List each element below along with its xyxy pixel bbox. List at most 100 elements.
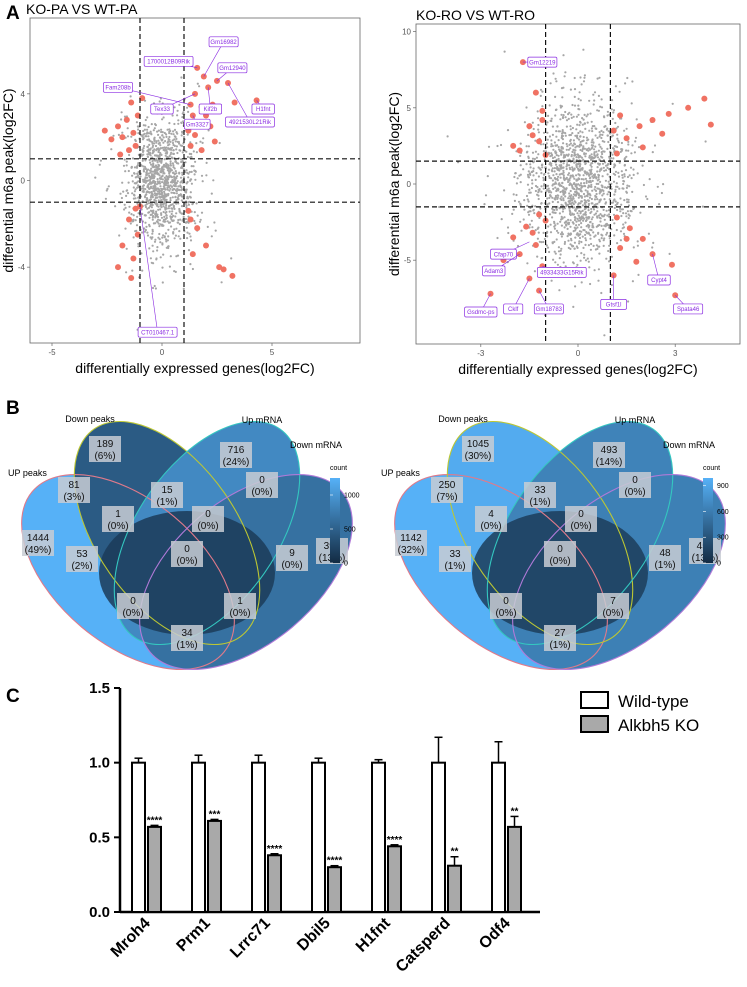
grey-point [613, 145, 616, 148]
grey-point [555, 80, 558, 83]
grey-point [537, 197, 540, 201]
grey-point [560, 235, 564, 238]
venn-percent: (0%) [549, 556, 570, 567]
highlighted-point [187, 142, 194, 149]
grey-point [120, 196, 123, 200]
venn-count: 33 [449, 549, 461, 560]
grey-point [170, 212, 173, 216]
grey-point [149, 154, 152, 157]
grey-point [173, 179, 176, 182]
grey-point [567, 113, 570, 116]
grey-point [549, 231, 553, 234]
grey-point [559, 233, 563, 236]
grey-point [144, 229, 147, 232]
highlighted-point [529, 132, 536, 139]
category-label: Catsperd [393, 915, 454, 976]
grey-point [589, 170, 593, 173]
grey-point [598, 158, 601, 161]
grey-point [608, 237, 611, 240]
grey-point [578, 164, 582, 167]
grey-point [182, 135, 186, 139]
grey-point [586, 148, 589, 151]
grey-point [570, 153, 573, 157]
grey-point [540, 164, 544, 167]
grey-point [595, 244, 599, 247]
grey-point [601, 186, 604, 189]
highlighted-point [523, 223, 530, 230]
grey-point [620, 149, 624, 152]
grey-point [500, 218, 503, 221]
grey-point [557, 139, 560, 142]
grey-point [625, 190, 628, 193]
grey-point [553, 240, 556, 243]
grey-point [189, 263, 192, 266]
highlighted-point [626, 225, 633, 232]
grey-point [564, 134, 567, 137]
grey-point [591, 202, 594, 205]
grey-point [153, 127, 156, 130]
grey-point [574, 236, 577, 239]
grey-point [561, 116, 565, 120]
grey-point [600, 106, 604, 109]
significance-marker: ** [451, 847, 459, 858]
venn-percent: (1%) [444, 561, 465, 572]
grey-point [571, 212, 574, 215]
grey-point [589, 112, 592, 115]
grey-point [598, 199, 601, 202]
gene-label: 4933433G15Rik [540, 271, 584, 277]
grey-point [553, 177, 557, 180]
grey-point [162, 234, 165, 237]
grey-point [561, 172, 564, 175]
venn-value-box [524, 482, 556, 508]
grey-point [626, 175, 630, 179]
grey-point [533, 157, 537, 161]
grey-point [606, 134, 609, 137]
venn-count: 1045 [467, 439, 490, 450]
grey-point [593, 151, 596, 154]
grey-point [121, 181, 124, 184]
gene-label-box [527, 56, 558, 68]
grey-point [186, 180, 189, 184]
highlighted-point [128, 99, 135, 106]
grey-point [180, 189, 183, 192]
grey-point [170, 132, 173, 135]
grey-point [550, 154, 554, 157]
grey-point [560, 247, 563, 250]
grey-point [529, 210, 532, 213]
grey-point [161, 134, 164, 137]
grey-point [579, 130, 582, 133]
legend-tick-label: 0 [344, 561, 348, 568]
grey-point [570, 116, 573, 119]
grey-point [596, 210, 599, 213]
grey-point [576, 255, 579, 258]
grey-point [526, 262, 529, 265]
grey-point [577, 173, 580, 176]
grey-point [150, 213, 153, 216]
category-label: Dbil5 [294, 915, 334, 955]
grey-point [589, 164, 592, 167]
grey-point [577, 162, 580, 165]
grey-point [590, 218, 593, 221]
grey-point [583, 184, 586, 187]
grey-point [173, 192, 176, 195]
grey-point [585, 142, 588, 145]
grey-point [150, 206, 153, 209]
grey-point [181, 171, 184, 174]
highlighted-point [187, 216, 194, 223]
grey-point [173, 106, 176, 109]
grey-point [487, 145, 491, 148]
panel-b-letter: B [6, 398, 20, 419]
grey-point [552, 174, 555, 177]
grey-point [178, 230, 181, 233]
venn-count: 0 [184, 544, 190, 555]
grey-point [587, 209, 590, 212]
grey-point [605, 257, 608, 260]
grey-point [151, 218, 154, 221]
grey-point [623, 173, 626, 176]
highlighted-point [119, 242, 126, 249]
grey-point [593, 176, 596, 179]
grey-point [606, 166, 609, 169]
grey-point [153, 240, 157, 243]
grey-point [590, 257, 593, 260]
grey-point [608, 244, 611, 247]
